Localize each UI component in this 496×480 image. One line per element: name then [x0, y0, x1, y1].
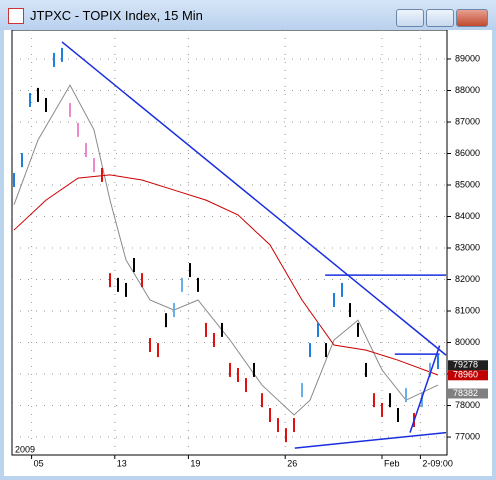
maximize-button[interactable] [426, 9, 454, 27]
title-bar: JTPXC - TOPIX Index, 15 Min [0, 0, 496, 30]
close-button[interactable] [456, 9, 488, 27]
y-tick-label: 87000 [455, 116, 480, 126]
x-tick-label: 26 [287, 458, 297, 468]
window-title: JTPXC - TOPIX Index, 15 Min [30, 8, 203, 23]
y-tick-label: 83000 [455, 242, 480, 252]
trend-line [409, 345, 441, 433]
y-tick-label: 78000 [455, 400, 480, 410]
y-tick-label: 82000 [455, 274, 480, 284]
price-label-box [448, 360, 488, 371]
trend-line [294, 431, 447, 449]
x-tick-label: 13 [117, 458, 127, 468]
x-tick-label: 2-09:00 [422, 458, 453, 468]
trend-line [61, 41, 447, 356]
y-tick-label: 89000 [455, 53, 480, 63]
chart-background [4, 30, 492, 476]
moving-average [13, 174, 439, 376]
y-tick-label: 80000 [455, 337, 480, 347]
moving-average [13, 84, 439, 416]
price-label-box [448, 370, 488, 381]
price-label: 78960 [453, 370, 478, 380]
y-tick-label: 84000 [455, 211, 480, 221]
y-tick-label: 81000 [455, 305, 480, 315]
y-tick-label: 88000 [455, 85, 480, 95]
y-tick-label: 85000 [455, 179, 480, 189]
y-tick-label: 86000 [455, 148, 480, 158]
y-tick-label: 77000 [455, 431, 480, 441]
minimize-button[interactable] [396, 9, 424, 27]
year-label: 2009 [15, 444, 35, 454]
plot-frame [11, 30, 448, 456]
price-label-box [448, 388, 488, 399]
app-icon [8, 8, 24, 24]
price-label: 79278 [453, 360, 478, 370]
x-tick-label: Feb [384, 458, 400, 468]
x-tick-label: 19 [190, 458, 200, 468]
chart: 7700078000790008000081000820008300084000… [4, 30, 492, 476]
x-tick-label: 05 [34, 458, 44, 468]
price-label: 78382 [453, 388, 478, 398]
